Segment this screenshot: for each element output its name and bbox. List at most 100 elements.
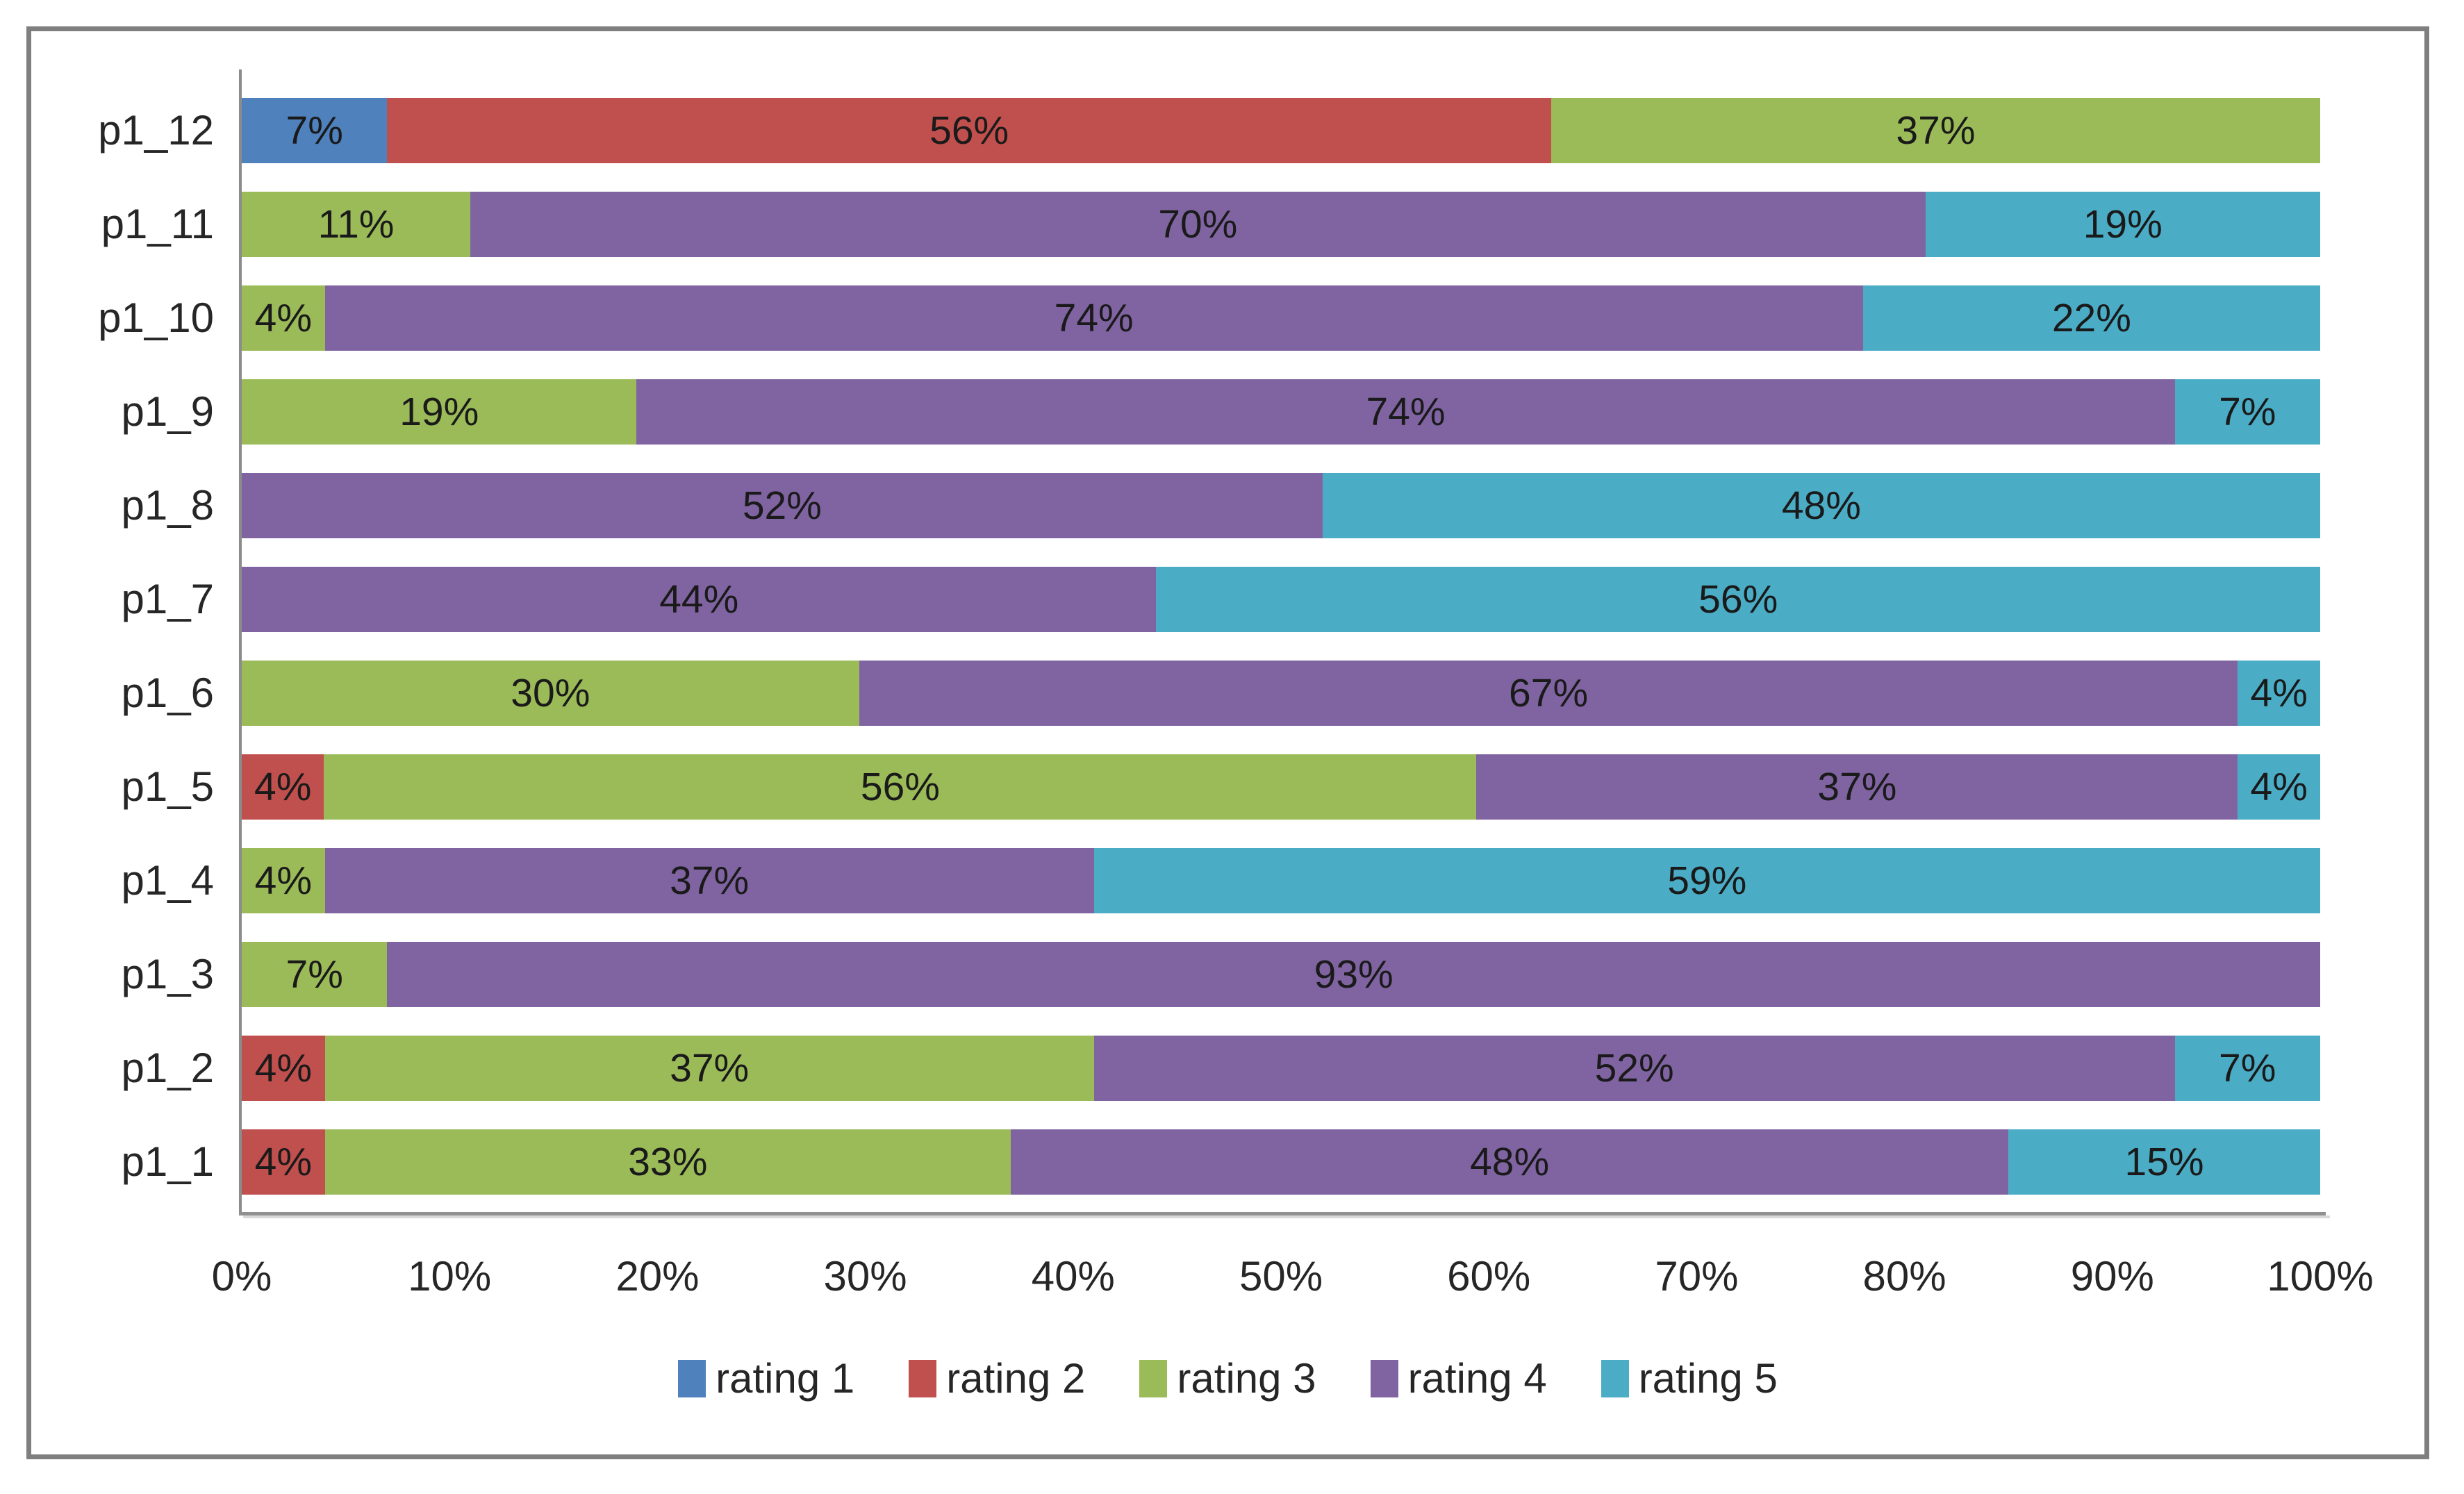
legend-label: rating 1 [716,1355,855,1402]
stacked-bar: 44% 56% [242,566,2320,632]
stacked-bar: 4% 56% 37% 4% [242,754,2320,820]
bar-value-label: 44% [659,576,739,622]
bar-value-label: 52% [1594,1045,1674,1090]
chart-row: p1_8 52% 48% [42,458,2320,552]
bar-value-label: 59% [1667,858,1747,903]
bar-segment-rating-5: 19% [1925,191,2320,257]
x-axis-shadow [243,1215,2330,1218]
category-label: p1_9 [121,388,214,435]
bar-value-label: 74% [1366,389,1446,434]
bar-segment-rating-5: 22% [1862,285,2320,351]
bar-segment-rating-3: 7% [242,941,388,1007]
bar-value-label: 74% [1054,295,1134,340]
bar-segment-rating-2: 4% [242,754,324,820]
category-label: p1_10 [98,294,214,341]
x-axis-tick-label: 70% [1655,1253,1739,1300]
bar-segment-rating-5: 56% [1156,566,2320,632]
chart-row: p1_11 11% 70% 19% [42,177,2320,271]
legend-color-swatch-icon [1601,1359,1629,1397]
x-axis-tick-label: 30% [823,1253,907,1300]
x-axis-tick-labels: 0% 10% 20% 30% 40% 50% 60% 70% 80% 90% 100% [212,1252,2374,1308]
bar-value-label: 19% [399,389,479,434]
chart-row: p1_3 7% 93% [42,927,2320,1021]
legend-color-swatch-icon [909,1359,937,1397]
bar-value-label: 52% [742,483,822,528]
chart-row: p1_1 4% 33% 48% 15% [42,1115,2320,1209]
chart-row: p1_2 4% 37% 52% 7% [42,1021,2320,1115]
bar-value-label: 4% [254,1139,313,1184]
bar-segment-rating-3: 4% [242,285,325,351]
chart-row: p1_10 4% 74% 22% [42,271,2320,365]
legend-item-rating-3: rating 3 [1139,1354,1316,1402]
bar-segment-rating-4: 37% [324,847,1094,913]
bar-segment-rating-3: 4% [242,847,325,913]
bar-value-label: 4% [2250,670,2308,715]
bar-value-label: 4% [254,295,313,340]
bar-value-label: 37% [670,858,750,903]
bar-segment-rating-4: 93% [387,941,2320,1007]
chart-row: p1_7 44% 56% [42,552,2320,646]
bar-value-label: 4% [2250,764,2308,809]
x-axis-tick-label: 100% [2267,1253,2374,1300]
bar-value-label: 4% [254,764,312,809]
bar-value-label: 33% [628,1139,708,1184]
stacked-bar: 7% 56% 37% [242,97,2320,163]
bar-value-label: 48% [1470,1139,1550,1184]
category-label: p1_11 [101,201,214,247]
stacked-bar: 19% 74% 7% [242,379,2320,445]
x-axis-tick-label: 40% [1031,1253,1115,1300]
stacked-bar: 30% 67% 4% [242,660,2320,726]
category-label: p1_7 [121,576,214,622]
legend-label: rating 4 [1407,1355,1547,1402]
bar-segment-rating-4: 48% [1011,1129,2009,1195]
bar-value-label: 56% [860,764,940,809]
bar-segment-rating-5: 59% [1093,847,2320,913]
bar-segment-rating-1: 7% [242,97,388,163]
bar-segment-rating-5: 48% [1322,472,2320,538]
bar-segment-rating-3: 30% [242,660,859,726]
bar-segment-rating-2: 56% [387,97,1551,163]
stacked-bar: 4% 74% 22% [242,285,2320,351]
bar-segment-rating-5: 4% [2238,660,2320,726]
stacked-bar: 4% 37% 52% 7% [242,1035,2320,1101]
bar-value-label: 7% [286,108,343,153]
bar-value-label: 70% [1158,201,1238,247]
stacked-bar: 52% 48% [242,472,2320,538]
bar-segment-rating-2: 4% [242,1035,325,1101]
bar-segment-rating-5: 15% [2008,1129,2320,1195]
bar-value-label: 7% [2219,389,2276,434]
legend-item-rating-4: rating 4 [1370,1354,1547,1402]
legend-color-swatch-icon [678,1359,706,1397]
x-axis-tick-label: 0% [211,1253,272,1300]
x-axis-tick-label: 80% [1862,1253,1946,1300]
bar-value-label: 4% [254,858,313,903]
bar-segment-rating-5: 7% [2174,379,2320,445]
bar-value-label: 11% [317,201,395,247]
bar-value-label: 37% [1896,108,1976,153]
category-label: p1_3 [121,951,214,997]
bar-segment-rating-5: 7% [2174,1035,2320,1101]
stacked-bar: 7% 93% [242,941,2320,1007]
bar-segment-rating-4: 67% [859,660,2238,726]
stacked-bar: 4% 37% 59% [242,847,2320,913]
legend: rating 1 rating 2 rating 3 rating 4 rating 5 [31,1354,2424,1402]
bar-segment-rating-4: 37% [1476,754,2238,820]
bar-segment-rating-3: 33% [324,1129,1011,1195]
bar-value-label: 67% [1509,670,1589,715]
bar-value-label: 22% [2051,295,2131,340]
bar-value-label: 37% [1817,764,1897,809]
legend-item-rating-5: rating 5 [1601,1354,1778,1402]
category-label: p1_2 [121,1045,214,1091]
legend-label: rating 3 [1177,1355,1316,1402]
category-label: p1_8 [121,482,214,529]
chart-row: p1_6 30% 67% 4% [42,646,2320,740]
bar-value-label: 93% [1314,952,1394,997]
bar-segment-rating-4: 70% [470,191,1926,257]
stacked-bar: 11% 70% 19% [242,191,2320,257]
bar-segment-rating-3: 11% [242,191,471,257]
x-axis-tick-label: 90% [2070,1253,2154,1300]
category-label: p1_4 [121,857,214,904]
bar-value-label: 4% [254,1045,313,1090]
chart-row: p1_9 19% 74% 7% [42,365,2320,458]
bar-value-label: 7% [286,952,343,997]
